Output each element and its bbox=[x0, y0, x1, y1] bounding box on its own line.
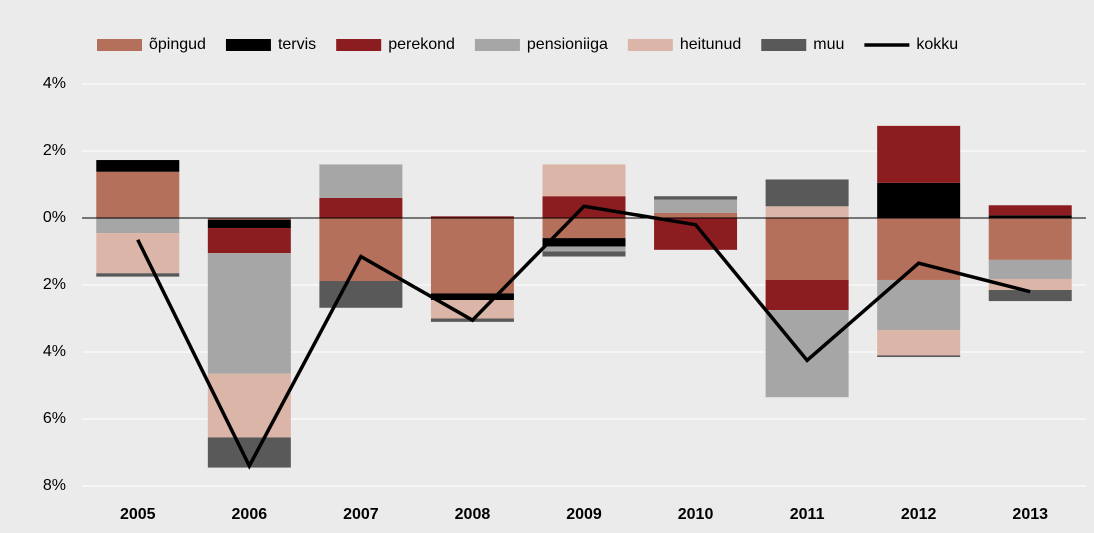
line bbox=[136, 204, 1031, 470]
bar-segment bbox=[988, 290, 1072, 302]
bar-segment bbox=[988, 205, 1072, 216]
y-tick-label: 2% bbox=[43, 142, 66, 159]
bar-segment bbox=[430, 300, 514, 319]
bar-segment bbox=[654, 218, 738, 250]
bar-segment bbox=[207, 373, 291, 438]
legend-swatch bbox=[97, 39, 142, 51]
y-tick-label: 4% bbox=[43, 343, 66, 360]
x-tick-label: 2010 bbox=[678, 506, 714, 523]
bar-segment bbox=[96, 160, 180, 172]
bar-segment bbox=[319, 197, 403, 218]
legend-label: tervis bbox=[278, 36, 316, 53]
bar-segment bbox=[96, 233, 180, 274]
x-tick-label: 2006 bbox=[232, 506, 268, 523]
bar-segment bbox=[96, 273, 180, 277]
bar-segment bbox=[765, 218, 849, 280]
legend-swatch bbox=[336, 39, 382, 51]
bar-segment bbox=[96, 218, 180, 234]
bar-segment bbox=[542, 164, 626, 197]
bar-segment bbox=[542, 251, 626, 257]
bar-segment bbox=[654, 196, 738, 200]
legend-label: muu bbox=[813, 36, 844, 53]
bar-segment bbox=[877, 355, 961, 358]
bar-segment bbox=[988, 259, 1072, 279]
x-tick-label: 2008 bbox=[455, 506, 491, 523]
y-tick-label: 8% bbox=[43, 477, 66, 494]
y-tick-label: 2% bbox=[43, 276, 66, 293]
bar-segment bbox=[988, 278, 1072, 291]
legend-label: pensioniiga bbox=[527, 36, 608, 53]
bar-segment bbox=[765, 206, 849, 218]
x-tick-label: 2009 bbox=[566, 506, 602, 523]
bar-segment bbox=[207, 219, 291, 229]
bar-segment bbox=[430, 216, 514, 218]
bar-segment bbox=[765, 279, 849, 311]
bar-segment bbox=[542, 218, 626, 239]
bar-segment bbox=[207, 253, 291, 374]
bar-segment bbox=[988, 215, 1072, 218]
legend-label: õpingud bbox=[149, 36, 206, 53]
bar-segment bbox=[877, 125, 961, 183]
legend-label: perekond bbox=[388, 36, 455, 53]
y-tick-label: 4% bbox=[43, 75, 66, 92]
bar-segment bbox=[988, 218, 1072, 260]
bar-segment bbox=[207, 228, 291, 254]
bar-segment bbox=[430, 293, 514, 301]
legend-swatch bbox=[761, 39, 807, 51]
legend-label: kokku bbox=[916, 36, 958, 53]
bar-segment bbox=[542, 246, 626, 252]
x-tick-label: 2005 bbox=[120, 506, 156, 523]
x-tick-label: 2007 bbox=[343, 506, 379, 523]
bar-segment bbox=[96, 171, 180, 218]
bar-segment bbox=[430, 218, 514, 294]
bar-segment bbox=[654, 212, 738, 218]
y-tick-label: 6% bbox=[43, 410, 66, 427]
bar-segment bbox=[542, 238, 626, 247]
x-tick-label: 2013 bbox=[1012, 506, 1048, 523]
legend-swatch bbox=[627, 39, 673, 51]
bar-segment bbox=[765, 179, 849, 207]
bar-segment bbox=[319, 280, 403, 308]
legend-swatch bbox=[474, 39, 520, 51]
x-tick-label: 2012 bbox=[901, 506, 937, 523]
bar-segment bbox=[877, 330, 961, 356]
bar-segment bbox=[877, 182, 961, 218]
x-tick-label: 2011 bbox=[790, 506, 825, 523]
y-tick-label: 0% bbox=[43, 209, 66, 226]
legend-label: heitunud bbox=[680, 36, 741, 53]
bar-segment bbox=[654, 199, 738, 213]
legend-swatch bbox=[225, 39, 271, 51]
bar-segment bbox=[319, 164, 403, 198]
bar-segment bbox=[207, 218, 291, 220]
